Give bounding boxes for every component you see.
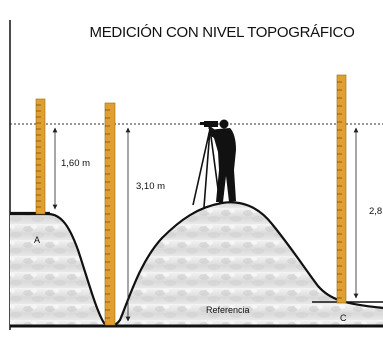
point-label-a: A	[34, 235, 40, 245]
leveling-staff-c	[336, 74, 347, 304]
terrain-profile-line	[10, 201, 383, 327]
measure-label-a: 1,60 m	[61, 158, 90, 169]
diagram-title: MEDICIÓN CON NIVEL TOPOGRÁFICO	[90, 24, 355, 41]
reference-label: Referencia	[206, 305, 250, 315]
measure-label-b: 3,10 m	[136, 181, 165, 192]
terrain-main-hill	[118, 202, 383, 325]
point-label-c: C	[340, 313, 347, 323]
leveling-staff-b	[104, 102, 116, 326]
leveling-staff-a	[35, 98, 46, 215]
surveyor-with-level	[192, 119, 236, 208]
measure-label-c: 2,8	[369, 206, 382, 217]
terrain-left-mound	[10, 214, 106, 325]
